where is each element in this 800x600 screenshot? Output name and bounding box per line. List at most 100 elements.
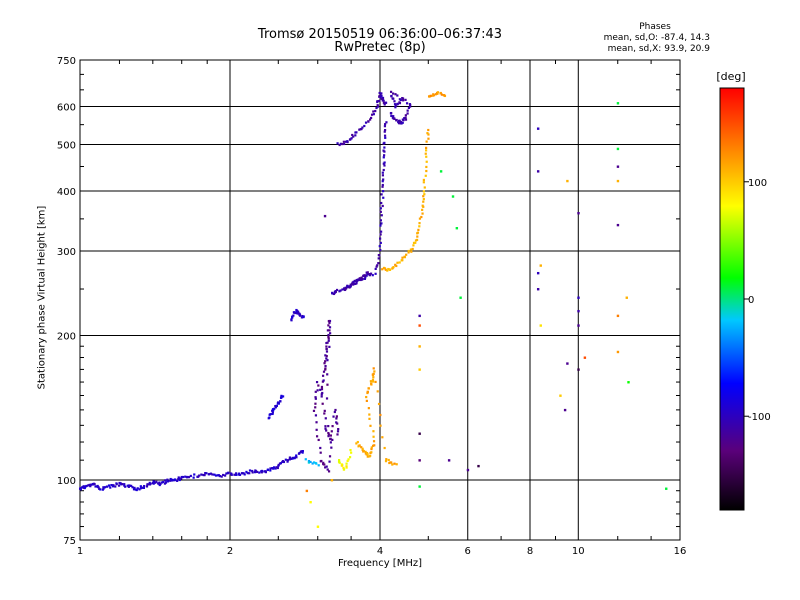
data-point: [466, 468, 470, 472]
data-point: [427, 128, 430, 132]
data-point: [321, 380, 324, 383]
data-point: [338, 143, 341, 147]
data-point: [300, 450, 303, 453]
data-point: [403, 255, 406, 258]
data-point: [327, 470, 331, 473]
data-point: [314, 406, 317, 409]
data-point: [154, 481, 157, 484]
data-point: [382, 190, 385, 193]
data-point: [323, 214, 327, 218]
data-point: [274, 467, 277, 470]
data-point: [382, 178, 385, 181]
x-axis-label: Frequency [MHz]: [337, 558, 423, 569]
data-point: [391, 267, 394, 270]
y-tick-label: 300: [57, 247, 76, 258]
data-point: [378, 91, 381, 95]
data-point: [345, 465, 348, 468]
data-point: [316, 525, 320, 528]
data-point: [421, 204, 424, 207]
data-point: [379, 424, 382, 427]
data-point: [398, 122, 401, 125]
data-point: [286, 459, 290, 462]
data-point: [336, 142, 339, 145]
data-point: [349, 283, 352, 286]
data-point: [320, 393, 323, 396]
data-point: [375, 265, 378, 268]
data-point: [389, 90, 393, 93]
data-point: [369, 272, 373, 275]
data-point: [352, 135, 355, 138]
data-point: [339, 289, 342, 292]
data-point: [324, 425, 327, 428]
data-point: [164, 481, 168, 484]
data-point: [425, 146, 428, 149]
data-point: [271, 412, 274, 416]
data-point: [401, 97, 405, 100]
data-point: [336, 433, 339, 436]
data-point: [235, 473, 238, 476]
data-point: [282, 460, 286, 464]
data-point: [319, 388, 322, 391]
data-point: [335, 421, 338, 424]
data-point: [324, 364, 327, 368]
data-point: [204, 471, 207, 475]
data-point: [135, 488, 138, 492]
data-point: [224, 474, 227, 477]
data-point: [365, 451, 369, 455]
data-point: [393, 100, 396, 103]
data-point: [323, 412, 326, 415]
data-point: [171, 478, 174, 481]
data-point: [420, 215, 423, 219]
data-point: [382, 162, 385, 165]
data-point: [277, 463, 280, 466]
data-point: [288, 458, 291, 461]
data-point: [304, 458, 307, 461]
data-point: [184, 475, 187, 478]
data-point: [393, 117, 396, 120]
data-point: [418, 222, 421, 225]
data-point: [383, 154, 386, 157]
data-point: [233, 473, 236, 476]
data-point: [358, 444, 361, 447]
data-point: [269, 413, 272, 416]
data-point: [364, 450, 367, 454]
data-point: [327, 333, 330, 337]
data-point: [319, 451, 322, 454]
data-point: [422, 200, 425, 203]
data-point: [379, 248, 382, 252]
data-point: [327, 435, 330, 438]
data-point: [356, 279, 359, 282]
data-point: [243, 473, 246, 476]
data-point: [329, 434, 332, 437]
data-point: [616, 223, 620, 227]
data-point: [388, 268, 392, 272]
data-point: [401, 256, 404, 259]
data-point: [366, 390, 369, 394]
data-point: [291, 456, 294, 460]
data-point: [320, 385, 324, 389]
data-point: [158, 483, 161, 487]
data-point: [99, 488, 102, 491]
data-point: [379, 207, 382, 210]
data-point: [180, 477, 183, 480]
data-point: [325, 345, 328, 348]
data-point: [380, 230, 383, 233]
data-point: [331, 425, 334, 428]
data-point: [383, 141, 386, 144]
data-point: [380, 92, 383, 95]
data-point: [380, 222, 383, 225]
data-point: [422, 178, 425, 182]
data-point: [235, 472, 238, 475]
data-point: [133, 486, 136, 490]
data-point: [434, 93, 438, 96]
data-point: [205, 472, 208, 475]
colorbar-tick-label: 0: [748, 295, 754, 306]
y-tick-label: 75: [63, 536, 76, 547]
data-point: [577, 212, 580, 215]
data-point: [583, 356, 587, 359]
data-point: [152, 480, 156, 483]
data-point: [536, 288, 540, 291]
data-point: [295, 456, 298, 459]
data-point: [366, 453, 369, 456]
